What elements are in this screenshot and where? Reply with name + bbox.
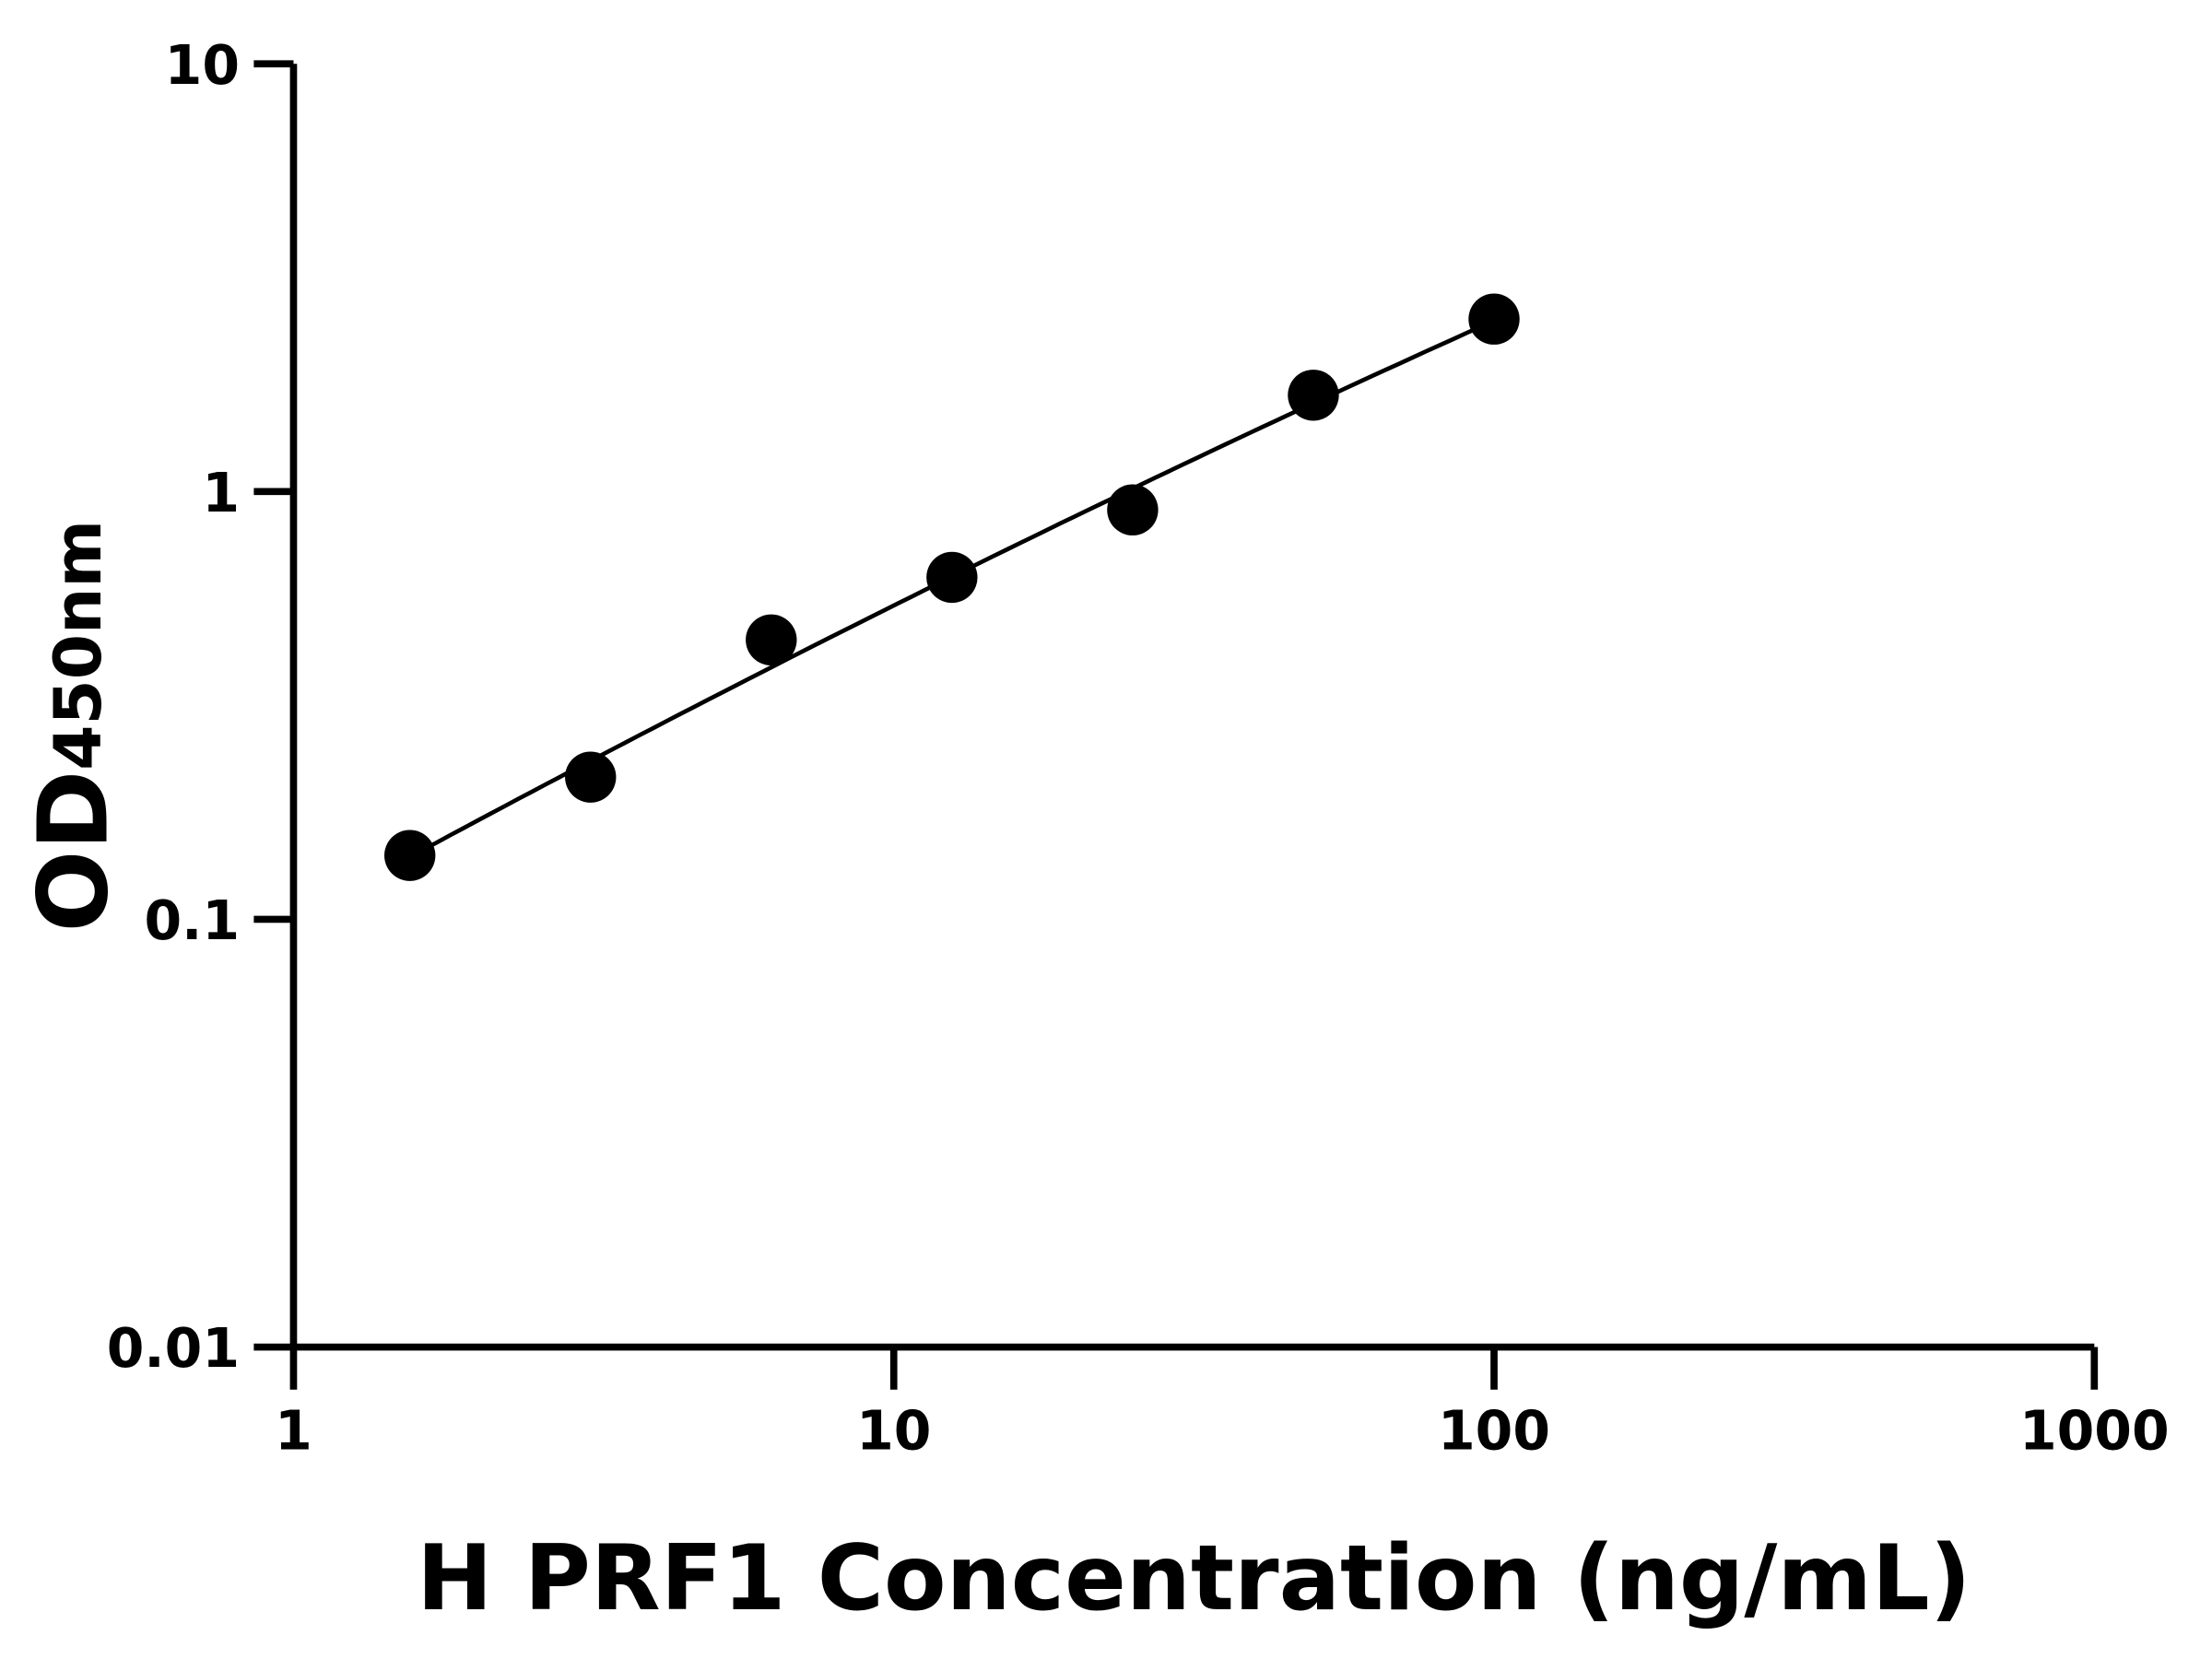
x-tick-label: 1	[275, 1399, 312, 1462]
y-axis-label-main: OD	[17, 771, 129, 933]
data-point	[926, 551, 978, 604]
data-point	[1468, 293, 1520, 345]
y-axis-label: OD450nm	[17, 520, 129, 933]
data-points	[384, 293, 1520, 881]
data-point	[746, 614, 797, 665]
y-tick-label: 0.01	[107, 1317, 240, 1380]
axes	[289, 64, 2095, 1351]
y-axis-label-sub: 450nm	[40, 520, 116, 771]
data-point	[1288, 370, 1339, 421]
y-tick-label: 1	[202, 462, 240, 524]
y-tick-label: 10	[165, 34, 240, 97]
y-tick-label: 0.1	[144, 889, 240, 952]
data-point	[565, 751, 617, 803]
x-tick-label: 1000	[2019, 1399, 2170, 1462]
data-point	[384, 830, 436, 881]
ticks: 1 10 100 1000 0.01 0.1 1 10	[107, 34, 2170, 1463]
x-axis-label: H PRF1 Concentration (ng/mL)	[417, 1526, 1971, 1631]
x-tick-label: 10	[856, 1399, 931, 1462]
x-tick-label: 100	[1438, 1399, 1550, 1462]
data-point	[1107, 484, 1159, 535]
